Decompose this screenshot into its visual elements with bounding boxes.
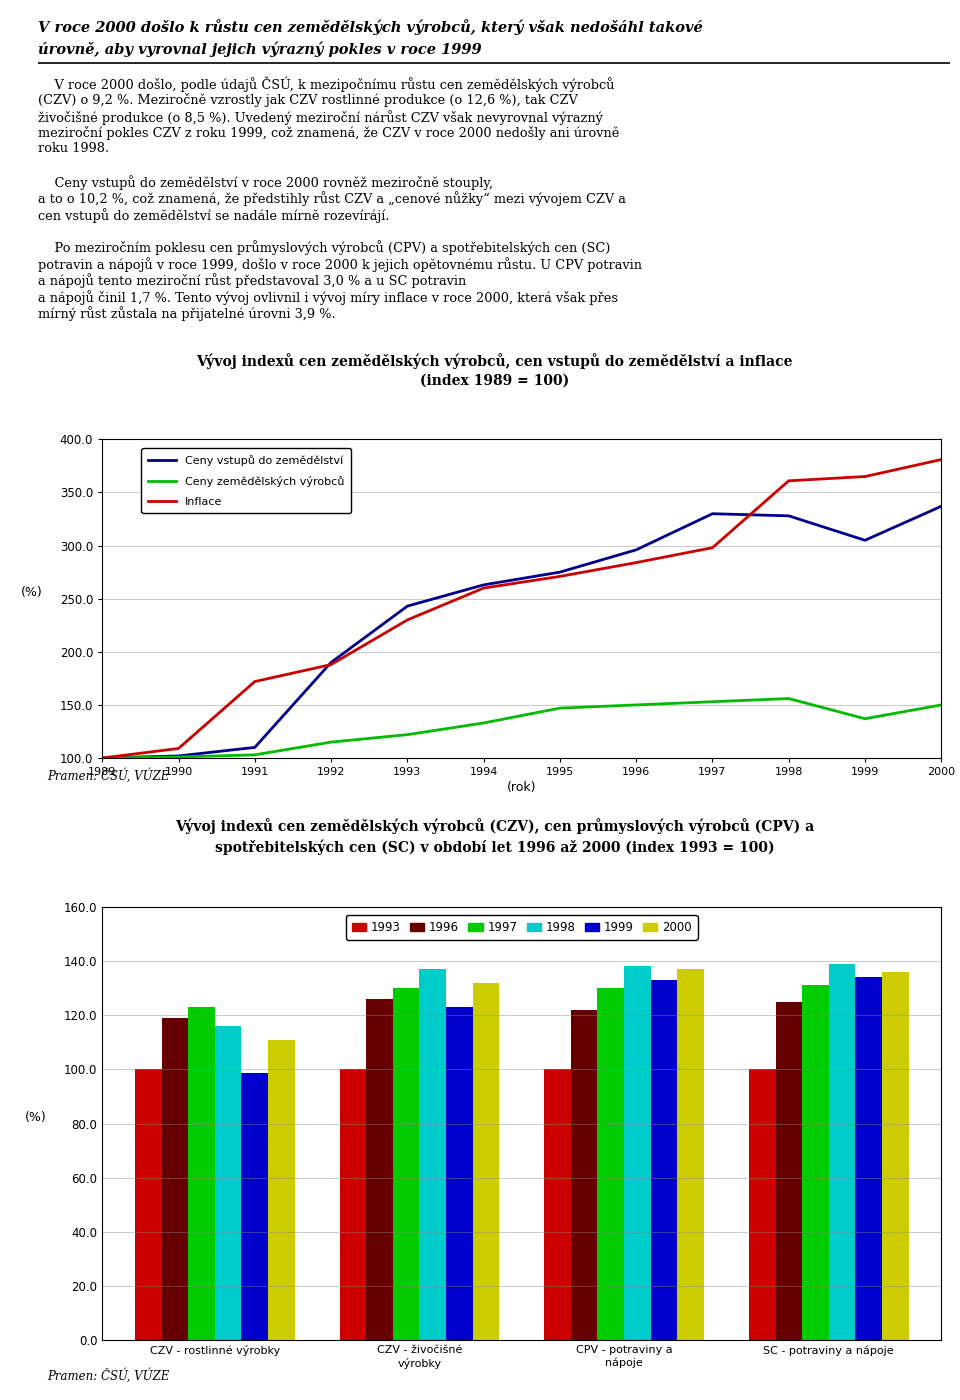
Text: V roce 2000 došlo k růstu cen zemědělských výrobců, který však nedošáhl takové: V roce 2000 došlo k růstu cen zemědělský… bbox=[38, 18, 703, 35]
Text: cen vstupů do zemědělství se nadále mírně rozevírájí.: cen vstupů do zemědělství se nadále mírn… bbox=[38, 207, 390, 223]
Text: Pramen: ČSÚ, VÚZE: Pramen: ČSÚ, VÚZE bbox=[47, 767, 170, 783]
Text: a to o 10,2 %, což znamená, že předstihly růst CZV a „cenové nůžky“ mezi vývojem: a to o 10,2 %, což znamená, že předstihl… bbox=[38, 192, 626, 206]
Text: mírný růst zůstala na přijatelné úrovni 3,9 %.: mírný růst zůstala na přijatelné úrovni … bbox=[38, 307, 336, 321]
Text: meziroční pokles CZV z roku 1999, což znamená, že CZV v roce 2000 nedošly ani úr: meziroční pokles CZV z roku 1999, což zn… bbox=[38, 126, 620, 140]
Text: Po meziročním poklesu cen průmyslových výrobců (CPV) a spotřebitelských cen (SC): Po meziročním poklesu cen průmyslových v… bbox=[38, 241, 611, 255]
Text: (CZV) o 9,2 %. Meziročně vzrostly jak CZV rostlinné produkce (o 12,6 %), tak CZV: (CZV) o 9,2 %. Meziročně vzrostly jak CZ… bbox=[38, 94, 578, 108]
Text: potravin a nápojů v roce 1999, došlo v roce 2000 k jejich opětovnému růstu. U CP: potravin a nápojů v roce 1999, došlo v r… bbox=[38, 258, 642, 272]
Text: živočišné produkce (o 8,5 %). Uvedený meziroční nárůst CZV však nevyrovnal výraz: živočišné produkce (o 8,5 %). Uvedený me… bbox=[38, 109, 603, 125]
Text: V roce 2000 došlo, podle údajů ČSÚ, k meziроčnímu růstu cen zemědělských výrobců: V roce 2000 došlo, podle údajů ČSÚ, k me… bbox=[38, 77, 615, 92]
Text: Pramen: ČSÚ, VÚZE: Pramen: ČSÚ, VÚZE bbox=[47, 1368, 170, 1383]
Text: Ceny vstupů do zemědělství v roce 2000 rovněž meziročně stouply,: Ceny vstupů do zemědělství v roce 2000 r… bbox=[38, 175, 493, 190]
Text: a nápojů činil 1,7 %. Tento vývoj ovlivnil i vývoj míry inflace v roce 2000, kte: a nápojů činil 1,7 %. Tento vývoj ovlivn… bbox=[38, 290, 618, 305]
Text: Vývoj indexů cen zemědělských výrobců (CZV), cen průmyslových výrobců (CPV) a
sp: Vývoj indexů cen zemědělských výrobců (C… bbox=[175, 819, 814, 855]
Text: Vývoj indexů cen zemědělských výrobců, cen vstupů do zemědělství a inflace
(inde: Vývoj indexů cen zemědělských výrobců, c… bbox=[196, 353, 793, 388]
Text: a nápojů tento meziroční růst představoval 3,0 % a u SC potravin: a nápojů tento meziroční růst představov… bbox=[38, 273, 467, 288]
Text: úrovně, aby vyrovnal jejich výrazný pokles v roce 1999: úrovně, aby vyrovnal jejich výrazný pokl… bbox=[38, 42, 482, 57]
Text: roku 1998.: roku 1998. bbox=[38, 143, 109, 155]
